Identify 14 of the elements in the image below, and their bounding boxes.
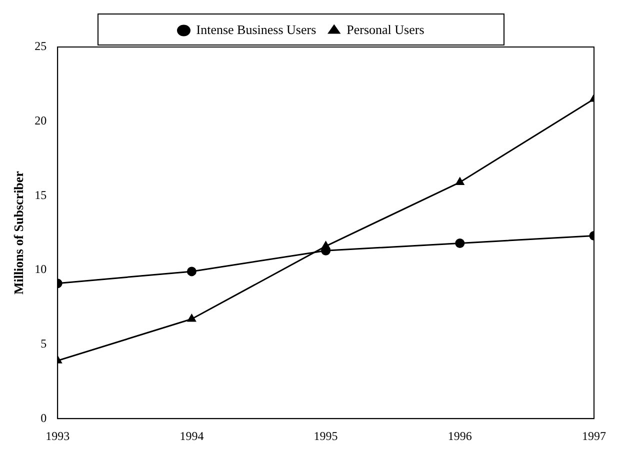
y-tick-label: 15 bbox=[34, 188, 47, 202]
x-tick-label: 1994 bbox=[180, 428, 204, 443]
y-tick-label: 10 bbox=[34, 262, 47, 276]
legend-label: Personal Users bbox=[346, 22, 424, 37]
y-tick-label: 5 bbox=[40, 336, 47, 350]
y-tick-label: 0 bbox=[40, 410, 47, 425]
y-tick-label: 20 bbox=[34, 113, 47, 128]
x-tick-label: 1996 bbox=[448, 428, 472, 443]
y-tick-label: 25 bbox=[34, 39, 47, 54]
y-axis-title: Millions of Subscriber bbox=[11, 170, 26, 295]
x-tick-label: 1993 bbox=[46, 428, 70, 443]
x-tick-label: 1997 bbox=[582, 428, 606, 443]
x-tick-label: 1995 bbox=[314, 428, 338, 443]
legend-label: Intense Business Users bbox=[196, 22, 316, 37]
